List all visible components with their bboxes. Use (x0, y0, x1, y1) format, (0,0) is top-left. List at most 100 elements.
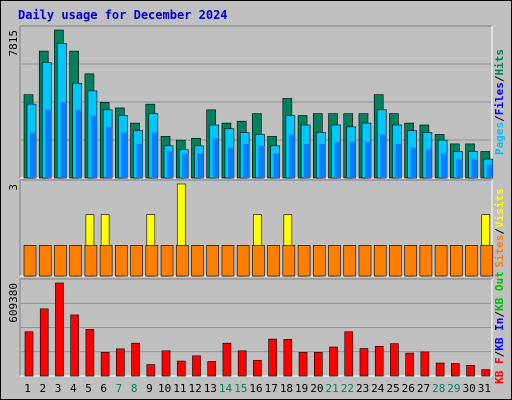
sites-bar (236, 245, 250, 277)
kb-f-bar (298, 352, 308, 377)
kb-f-bar (451, 363, 460, 377)
pages-bar (197, 153, 204, 178)
sites-bar (84, 245, 98, 277)
day-label: 7 (116, 382, 123, 395)
sites-bar (312, 245, 326, 277)
pages-bar (167, 151, 174, 178)
kb-f-bar (329, 346, 338, 377)
day-label: 26 (402, 382, 415, 395)
chart-title: Daily usage for December 2024 (18, 8, 228, 22)
kb-f-bar (146, 364, 156, 377)
day-label: 23 (356, 382, 369, 395)
pages-bar (304, 143, 311, 178)
legend-hits-files-pages: Pages/Files/Hits (493, 49, 506, 155)
legend-separator: / (493, 115, 506, 122)
legend-separator: / (493, 75, 506, 82)
pages-bar (243, 143, 250, 178)
sites-bar (450, 245, 463, 277)
kb-f-bar (313, 352, 323, 377)
kb-f-bar (344, 331, 354, 377)
kb-f-bar (161, 350, 171, 377)
kb-f-bar (390, 343, 399, 377)
sites-bar (252, 245, 265, 277)
day-label: 3 (55, 382, 62, 395)
pages-bar (441, 153, 448, 178)
kb-f-bar (405, 352, 414, 377)
sites-bar (99, 245, 113, 277)
pages-bar (182, 153, 189, 178)
day-label: 13 (204, 382, 217, 395)
legend-separator: / (493, 311, 506, 318)
day-label: 4 (70, 382, 77, 395)
pages-bar (486, 164, 493, 178)
day-label: 30 (463, 382, 476, 395)
pages-bar (106, 126, 113, 178)
day-label: 21 (326, 382, 339, 395)
sites-bar (328, 245, 341, 277)
sites-bar (23, 245, 37, 277)
panel-2-ymax-label: 3 (7, 184, 20, 191)
pages-bar (90, 115, 97, 178)
pages-bar (30, 132, 36, 178)
kb-f-bar (435, 362, 445, 377)
pages-bar (395, 143, 402, 178)
kb-f-bar (481, 369, 491, 377)
day-label: 2 (40, 382, 47, 395)
sites-bar (358, 245, 372, 277)
pages-bar (456, 159, 463, 178)
pages-bar (212, 138, 219, 178)
legend-entry: Files (493, 82, 506, 115)
pages-bar (410, 147, 417, 178)
kb-f-bar (116, 348, 125, 377)
day-label: 12 (188, 382, 201, 395)
sites-bar (419, 245, 433, 277)
kb-f-bar (420, 351, 430, 377)
legend-visits-sites: Sites/Visits (493, 188, 506, 268)
day-label: 5 (85, 382, 92, 395)
pages-bar (349, 142, 356, 178)
legend-separator: / (493, 228, 506, 235)
sites-bar (191, 245, 204, 277)
pages-bar (380, 134, 387, 178)
pages-bar (151, 132, 158, 178)
kb-f-bar (131, 342, 140, 377)
sites-bar (160, 245, 174, 277)
sites-bar (343, 245, 357, 277)
day-label: 24 (371, 382, 385, 395)
kb-f-bar (207, 361, 217, 377)
kb-f-bar (374, 345, 384, 377)
kb-f-bar (39, 308, 49, 377)
day-label: 14 (219, 382, 233, 395)
sites-bar (206, 245, 220, 277)
day-label: 31 (478, 382, 491, 395)
legend-entry: Hits (493, 49, 506, 76)
kb-f-bar (253, 359, 262, 377)
kb-f-bar (222, 342, 232, 377)
kb-f-bar (192, 355, 201, 377)
sites-bar (282, 245, 296, 277)
sites-bar (69, 245, 82, 277)
day-label: 17 (265, 382, 278, 395)
sites-bar (465, 245, 478, 277)
legend-entry: Pages (493, 122, 506, 155)
pages-bar (273, 153, 280, 178)
sites-bar (434, 245, 448, 277)
legend-entry: KB F (493, 357, 506, 384)
day-label: 28 (432, 382, 445, 395)
day-label: 6 (100, 382, 107, 395)
sites-bar (145, 245, 159, 277)
panel-3-ymax-label: 609380 (7, 283, 20, 323)
day-label: 29 (447, 382, 460, 395)
day-label: 15 (234, 382, 247, 395)
pages-bar (471, 159, 478, 178)
pages-bar (121, 132, 128, 178)
day-label: 9 (146, 382, 153, 395)
legend-entry: Visits (493, 188, 506, 228)
sites-bar (389, 245, 402, 277)
pages-bar (334, 142, 341, 178)
pages-bar (60, 102, 67, 178)
pages-bar (364, 142, 371, 178)
day-label: 11 (173, 382, 186, 395)
kb-f-bar (237, 350, 247, 377)
